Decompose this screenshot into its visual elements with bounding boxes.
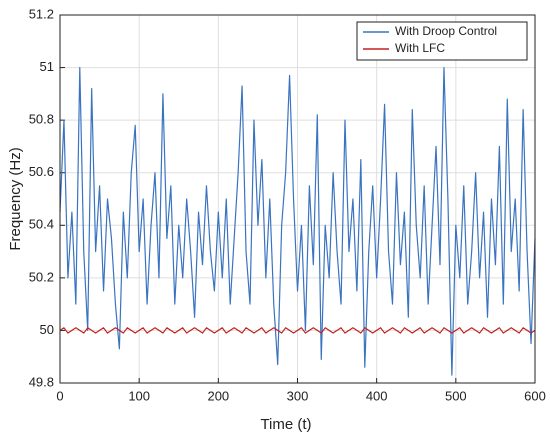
y-tick-label: 50.2 xyxy=(29,269,54,284)
y-tick-label: 51 xyxy=(40,59,54,74)
x-tick-label: 400 xyxy=(366,388,388,403)
y-tick-label: 50.8 xyxy=(29,112,54,127)
y-tick-label: 50.4 xyxy=(29,217,54,232)
x-tick-label: 200 xyxy=(207,388,229,403)
x-tick-label: 300 xyxy=(287,388,309,403)
y-axis-label: Frequency (Hz) xyxy=(7,147,24,250)
x-tick-label: 0 xyxy=(56,388,63,403)
legend-box xyxy=(356,21,528,61)
legend-label: With Droop Control xyxy=(395,24,497,38)
x-tick-label: 600 xyxy=(524,388,546,403)
legend: With Droop Control With LFC xyxy=(356,21,528,61)
y-tick-label: 49.8 xyxy=(29,374,54,389)
plot-frame xyxy=(59,14,536,384)
legend-label: With LFC xyxy=(395,41,445,55)
x-axis-label: Time (t) xyxy=(260,416,311,433)
y-tick-label: 51.2 xyxy=(29,6,54,21)
y-tick-label: 50.6 xyxy=(29,164,54,179)
series-line xyxy=(59,327,536,334)
series-line xyxy=(59,66,536,376)
x-tick-label: 100 xyxy=(128,388,150,403)
x-tick-label: 500 xyxy=(445,388,467,403)
y-tick-label: 50 xyxy=(40,322,54,337)
